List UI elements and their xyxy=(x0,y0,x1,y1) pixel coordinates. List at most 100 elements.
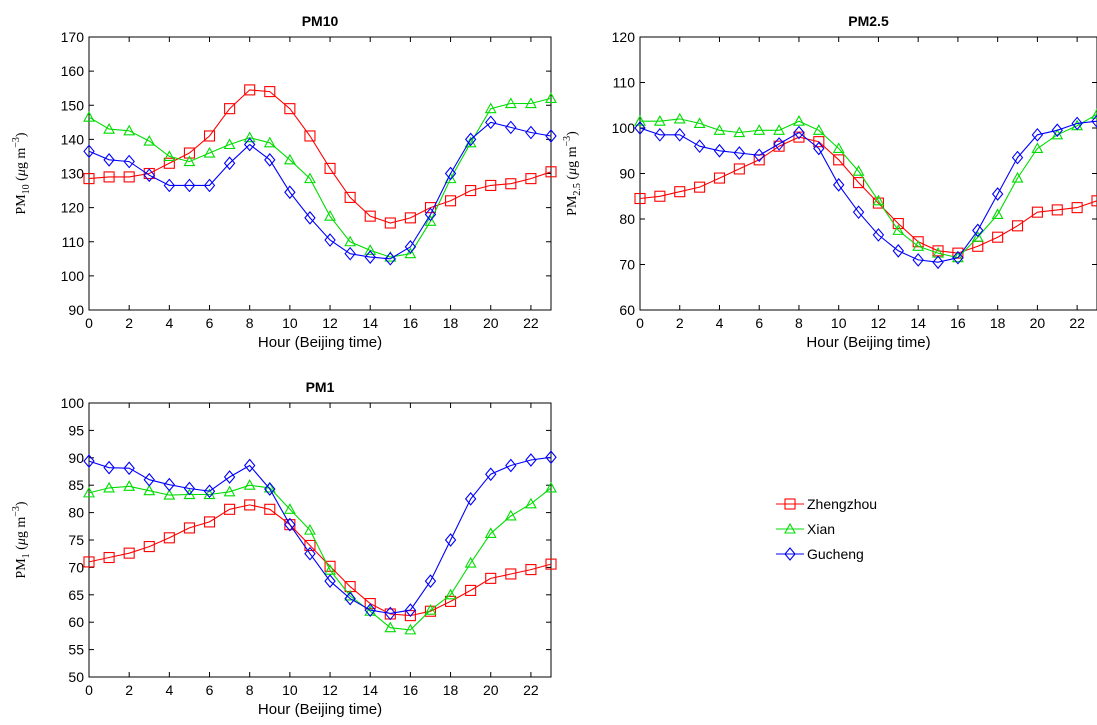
pm1-ytick-label: 55 xyxy=(68,642,84,658)
pm1-point-zhengzhou xyxy=(525,564,537,576)
pm25-point-xian xyxy=(1091,108,1097,119)
pm1-point-gucheng xyxy=(464,492,477,506)
pm10-point-gucheng xyxy=(404,240,417,254)
pm10-ytick-label: 120 xyxy=(61,200,85,216)
pm1-point-xian xyxy=(103,481,116,493)
pm10-point-gucheng xyxy=(123,154,135,169)
pm10-point-zhengzhou xyxy=(424,202,437,214)
pm1-point-xian xyxy=(83,486,95,498)
pm1-point-gucheng xyxy=(143,472,155,487)
pm10-xtick-label: 18 xyxy=(443,315,459,331)
pm10-ytick-label: 150 xyxy=(61,97,85,113)
pm10-point-zhengzhou xyxy=(203,130,216,142)
pm1-ytick-label: 90 xyxy=(68,450,84,466)
pm10-ytick-label: 140 xyxy=(61,131,85,147)
pm25-point-xian xyxy=(812,124,825,135)
pm10-point-gucheng xyxy=(183,178,196,193)
pm25-series-line-xian xyxy=(640,113,1097,259)
pm25-point-gucheng xyxy=(773,137,785,151)
pm10-xtick-label: 22 xyxy=(523,315,539,331)
pm10-ytick-label: 90 xyxy=(68,302,84,318)
pm1-point-zhengzhou xyxy=(203,516,216,528)
pm25-point-gucheng xyxy=(674,127,686,142)
pm10-point-gucheng xyxy=(344,246,356,261)
pm1-point-gucheng xyxy=(444,533,457,547)
pm1-ytick-label: 50 xyxy=(68,669,84,685)
pm1-point-xian xyxy=(183,488,196,500)
pm10-point-gucheng xyxy=(223,156,236,171)
pm10-point-zhengzhou xyxy=(505,178,517,190)
pm25-point-zhengzhou xyxy=(872,197,884,209)
pm25-point-zhengzhou xyxy=(833,154,845,166)
pm1-point-zhengzhou xyxy=(183,522,195,534)
pm25-point-gucheng xyxy=(991,187,1004,201)
pm1-series-line-xian xyxy=(88,484,552,631)
pm25-plot-area xyxy=(639,36,1097,311)
pm25-xtick-label: 16 xyxy=(950,315,966,331)
pm25-point-zhengzhou xyxy=(1031,206,1043,218)
pm25-point-xian xyxy=(653,115,666,126)
pm1-ytick-label: 75 xyxy=(68,532,84,548)
legend-marker-zhengzhou xyxy=(784,498,796,510)
pm25-xtick-label: 8 xyxy=(795,315,803,331)
pm25-point-zhengzhou xyxy=(1011,220,1024,232)
legend: Zhengzhou Xian Gucheng xyxy=(776,496,877,562)
pm10-point-zhengzhou xyxy=(264,86,276,98)
pm10-point-gucheng xyxy=(384,251,397,266)
pm25-point-zhengzhou xyxy=(674,186,686,198)
pm10-point-zhengzhou xyxy=(525,173,537,185)
pm10-point-xian xyxy=(404,247,417,259)
pm10-point-zhengzhou xyxy=(445,195,457,207)
pm1-point-gucheng xyxy=(103,460,115,475)
pm25-point-zhengzhou xyxy=(1071,202,1083,214)
pm1-point-xian xyxy=(324,564,336,575)
pm25-ytick-label: 70 xyxy=(619,257,635,273)
pm25-point-xian xyxy=(713,124,726,135)
pm1-point-gucheng xyxy=(404,603,417,618)
pm1-point-gucheng xyxy=(525,453,537,467)
pm25-xtick-label: 20 xyxy=(1030,315,1046,331)
pm10-point-gucheng xyxy=(284,185,296,200)
pm1-ytick-label: 70 xyxy=(68,559,84,575)
pm25-point-xian xyxy=(852,165,865,176)
pm10-xlabel: Hour (Beijing time) xyxy=(258,334,382,351)
pm25-point-zhengzhou xyxy=(853,177,865,189)
pm1-xtick-label: 10 xyxy=(282,682,298,698)
pm10-xtick-label: 20 xyxy=(483,315,499,331)
legend-marker-xian xyxy=(784,522,796,534)
pm25-point-gucheng xyxy=(693,139,706,154)
pm25-point-zhengzhou xyxy=(713,172,726,184)
pm1-xtick-label: 2 xyxy=(125,682,133,698)
pm10-ytick-label: 170 xyxy=(61,29,85,45)
pm10-panel: 0 2 4 6 8 10 12 14 16 18 20 22 90 100 110 120 130 140 150 1… xyxy=(11,13,557,351)
pm10-title: PM10 xyxy=(302,13,339,29)
pm1-ytick-label: 85 xyxy=(68,477,84,493)
pm10-point-xian xyxy=(83,111,95,122)
pm10-ytick-label: 160 xyxy=(61,63,85,79)
pm25-point-gucheng xyxy=(832,178,845,192)
pm25-point-zhengzhou xyxy=(694,181,706,193)
pm10-point-zhengzhou xyxy=(83,173,95,185)
pm25-point-xian xyxy=(753,124,766,135)
pm10-point-gucheng xyxy=(143,168,155,183)
pm25-point-gucheng xyxy=(634,121,646,135)
pm10-point-zhengzhou xyxy=(344,191,356,203)
pm10-point-xian xyxy=(203,146,216,158)
pm1-plot-area xyxy=(88,402,552,678)
pm25-point-zhengzhou xyxy=(733,163,745,175)
pm10-point-xian xyxy=(344,235,357,247)
pm10-ytick-label: 110 xyxy=(62,234,85,250)
pm1-point-zhengzhou xyxy=(143,541,155,553)
pm25-point-xian xyxy=(932,246,944,258)
pm10-point-gucheng xyxy=(324,233,336,247)
pm25-point-xian xyxy=(951,251,964,263)
pm1-ytick-label: 100 xyxy=(61,395,85,411)
pm25-point-gucheng xyxy=(932,255,944,270)
pm10-xtick-label: 12 xyxy=(322,315,338,331)
pm10-point-zhengzhou xyxy=(404,212,416,224)
pm1-ytick-label: 60 xyxy=(68,614,84,630)
pm25-ytick-label: 100 xyxy=(612,120,636,136)
pm25-point-gucheng xyxy=(813,141,825,156)
pm25-point-zhengzhou xyxy=(654,190,666,202)
pm10-point-xian xyxy=(304,172,316,184)
